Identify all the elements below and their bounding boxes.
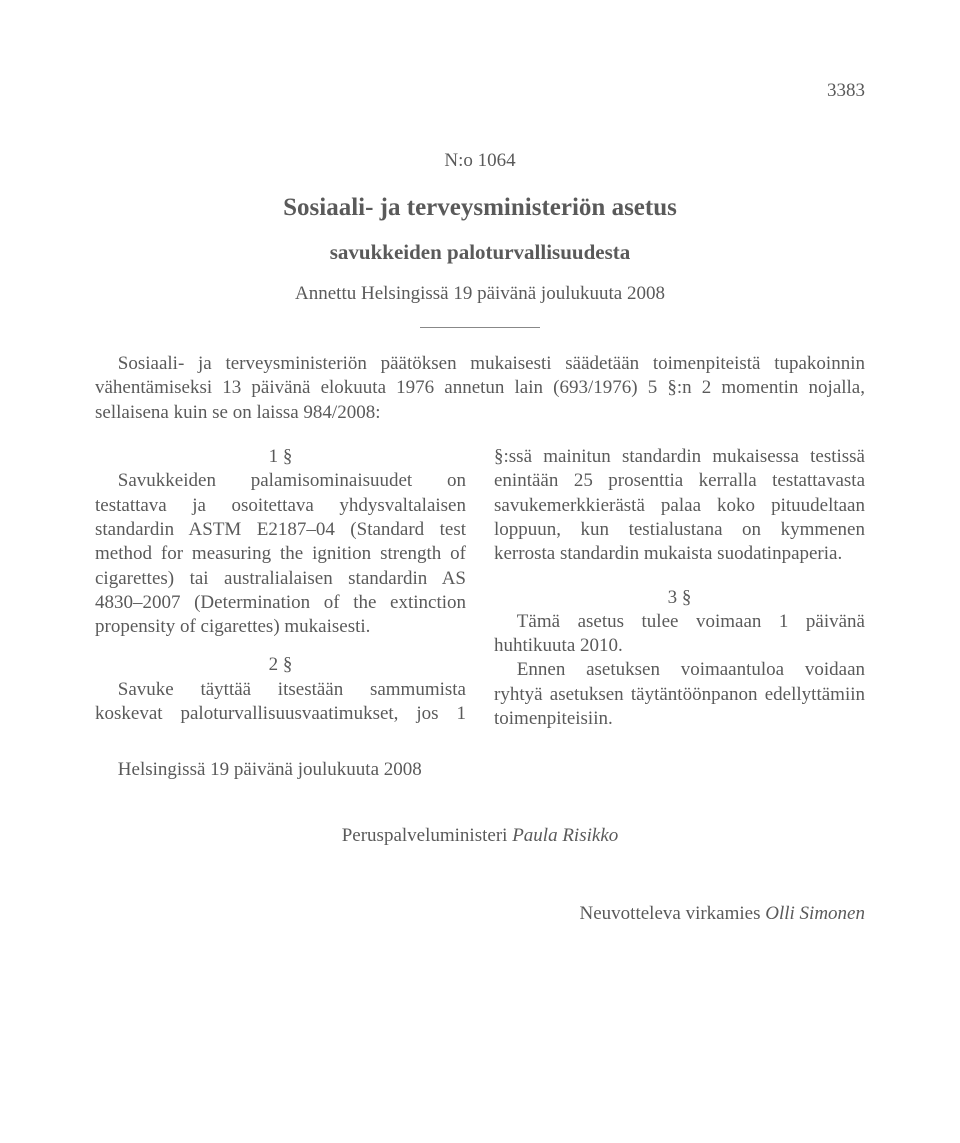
document-number: N:o 1064 (95, 150, 865, 172)
preamble: Sosiaali- ja terveysministeriön päätökse… (95, 352, 865, 425)
countersign-title: Neuvotteleva virkamies (580, 903, 766, 924)
signature-title: Peruspalveluministeri (342, 825, 512, 846)
signature-name: Paula Risikko (512, 825, 618, 846)
issued-date: Annettu Helsingissä 19 päivänä joulukuut… (95, 283, 865, 305)
issued-place: Helsingissä 19 päivänä joulukuuta 2008 (95, 759, 865, 781)
divider (95, 315, 865, 333)
section-1-number: 1 § (95, 445, 466, 469)
section-3-number: 3 § (494, 586, 865, 610)
body-columns: 1 § Savukkeiden palamisominaisuudet on t… (95, 445, 865, 731)
countersign-line: Neuvotteleva virkamies Olli Simonen (95, 903, 865, 925)
section-3-body-2: Ennen asetuksen voimaantuloa voidaan ryh… (494, 658, 865, 731)
section-1-body: Savukkeiden palamisominaisuudet on testa… (95, 469, 466, 639)
section-2-body-b: mainitun standardin mukaisessa testissä … (494, 446, 865, 564)
countersign-name: Olli Simonen (765, 903, 865, 924)
section-3-body-1: Tämä asetus tulee voimaan 1 päivänä huht… (494, 610, 865, 659)
document-title: Sosiaali- ja terveysministeriön asetus (95, 194, 865, 222)
page-number: 3383 (95, 80, 865, 102)
document-subtitle: savukkeiden paloturvallisuudesta (95, 240, 865, 265)
signature-line: Peruspalveluministeri Paula Risikko (95, 825, 865, 847)
section-2-number: 2 § (95, 653, 466, 677)
